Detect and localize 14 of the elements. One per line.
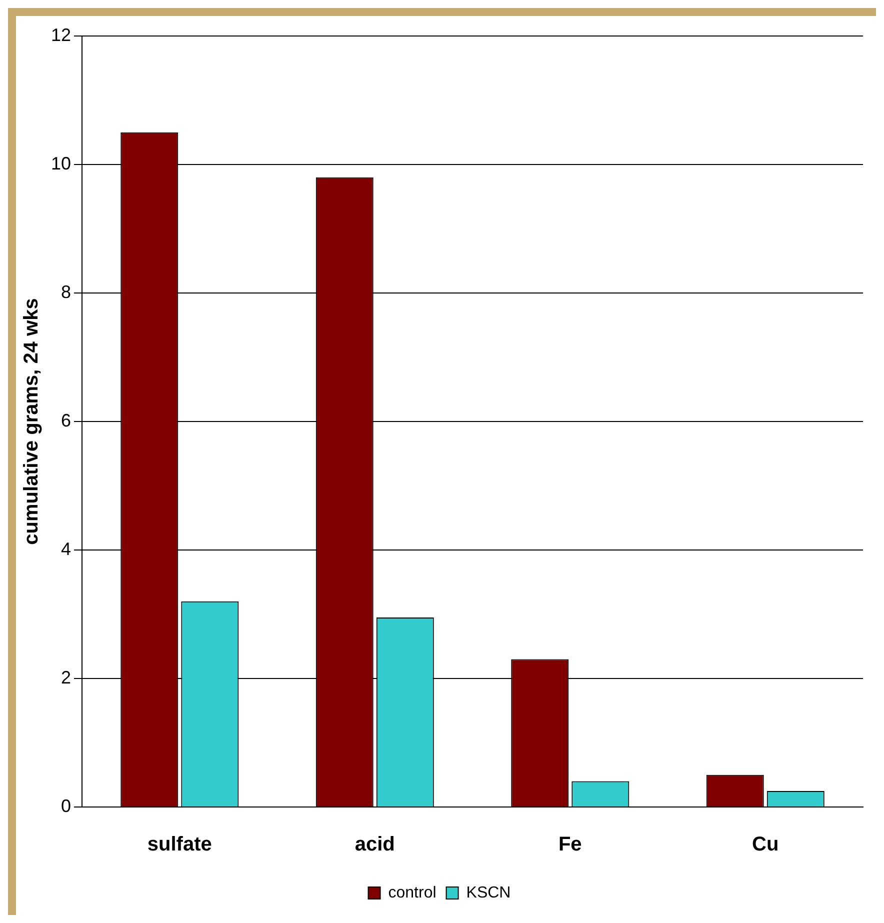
legend-label: control	[388, 884, 436, 902]
x-tick-label: Cu	[752, 834, 779, 856]
y-tick-label: 10	[50, 153, 72, 174]
x-tick-label: sulfate	[147, 834, 212, 856]
y-tick-label: 2	[61, 667, 72, 688]
y-tick-label: 12	[50, 24, 72, 45]
y-tick-label: 8	[61, 282, 72, 302]
y-tick-label: 4	[61, 538, 72, 559]
x-tick-label: Fe	[558, 834, 582, 856]
y-axis-title: cumulative grams, 24 wks	[20, 298, 43, 545]
x-tick-label: acid	[354, 834, 395, 856]
y-tick-label: 6	[61, 410, 72, 430]
legend-label: KSCN	[466, 884, 511, 902]
y-tick-label: 0	[61, 796, 72, 816]
